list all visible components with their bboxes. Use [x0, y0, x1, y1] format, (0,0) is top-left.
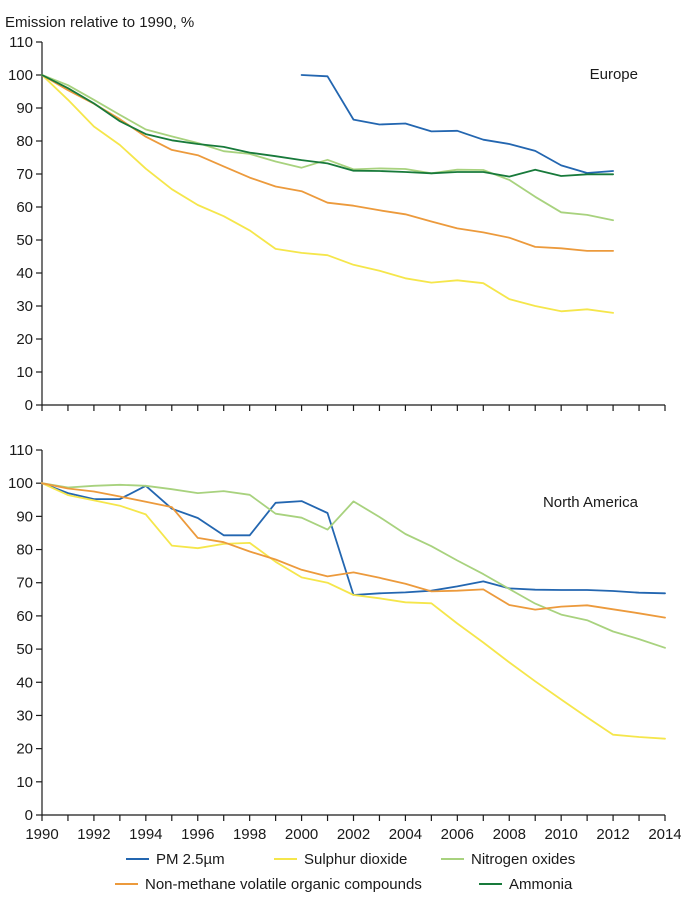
y-tick-label: 30: [16, 707, 33, 724]
y-tick-label: 60: [16, 199, 33, 216]
region-label-europe: Europe: [590, 66, 638, 83]
legend-item-nox: Nitrogen oxides: [441, 851, 575, 868]
x-tick-label: 1994: [129, 826, 162, 843]
legend-item-so2: Sulphur dioxide: [274, 851, 407, 868]
legend-label: Non-methane volatile organic compounds: [145, 876, 422, 893]
series-line-nox: [41, 482, 666, 649]
x-tick-label: 1992: [77, 826, 110, 843]
series-line-nox: [41, 74, 614, 222]
y-tick-label: 90: [16, 100, 33, 117]
legend-item-pm25: PM 2.5µm: [126, 851, 225, 868]
x-tick-label: 1998: [233, 826, 266, 843]
y-tick-label: 0: [25, 807, 33, 824]
legend-label: Nitrogen oxides: [471, 851, 575, 868]
legend: PM 2.5µm Sulphur dioxide Nitrogen oxides No…: [115, 851, 575, 893]
chart-panel-europe: 0 10 20 30 40 50 60 70 80 90 100 110: [8, 34, 666, 414]
x-tick-label: 2010: [544, 826, 577, 843]
y-tick-label: 40: [16, 265, 33, 282]
legend-label: PM 2.5µm: [156, 851, 225, 868]
y-tick-label: 20: [16, 741, 33, 758]
y-tick-label: 0: [25, 397, 33, 414]
y-tick-label: 50: [16, 232, 33, 249]
y-tick-label: 70: [16, 166, 33, 183]
x-tick-label: 1996: [181, 826, 214, 843]
series-line-nmvoc: [41, 482, 666, 619]
y-tick-label: 100: [8, 67, 33, 84]
legend-item-nmvoc: Non-methane volatile organic compounds: [115, 876, 422, 893]
x-tick-label: 2008: [493, 826, 526, 843]
y-tick-label: 20: [16, 331, 33, 348]
x-tick-label: 2014: [648, 826, 681, 843]
series-line-so2: [41, 482, 666, 740]
y-tick-label: 50: [16, 641, 33, 658]
y-tick-label: 60: [16, 608, 33, 625]
y-axis-title: Emission relative to 1990, %: [5, 14, 194, 31]
y-tick-label: 10: [16, 364, 33, 381]
y-tick-label: 40: [16, 674, 33, 691]
legend-item-nh3: Ammonia: [479, 876, 573, 893]
legend-label: Sulphur dioxide: [304, 851, 407, 868]
series-line-nh3: [41, 74, 614, 178]
y-tick-label: 110: [9, 442, 33, 459]
x-tick-label: 2004: [389, 826, 422, 843]
x-tick-label: 2012: [596, 826, 629, 843]
y-tick-label: 80: [16, 542, 33, 559]
y-tick-label: 10: [16, 774, 33, 791]
x-tick-label: 1990: [25, 826, 58, 843]
y-tick-label: 90: [16, 508, 33, 525]
series-line-so2: [41, 74, 614, 314]
x-tick-label: 2002: [337, 826, 370, 843]
y-tick-label: 100: [8, 475, 33, 492]
region-label-north-america: North America: [543, 494, 639, 511]
x-tick-label: 2000: [285, 826, 318, 843]
chart-panel-north-america: 0 10 20 30 40 50 60 70 80 90 100 110 1990 1992 1994 199…: [8, 442, 681, 843]
y-tick-label: 30: [16, 298, 33, 315]
series-line-pm25: [300, 74, 614, 174]
y-tick-label: 70: [16, 575, 33, 592]
legend-label: Ammonia: [509, 876, 573, 893]
series-line-nmvoc: [41, 74, 614, 252]
x-tick-label: 2006: [441, 826, 474, 843]
y-tick-label: 80: [16, 133, 33, 150]
y-tick-label: 110: [9, 34, 33, 51]
